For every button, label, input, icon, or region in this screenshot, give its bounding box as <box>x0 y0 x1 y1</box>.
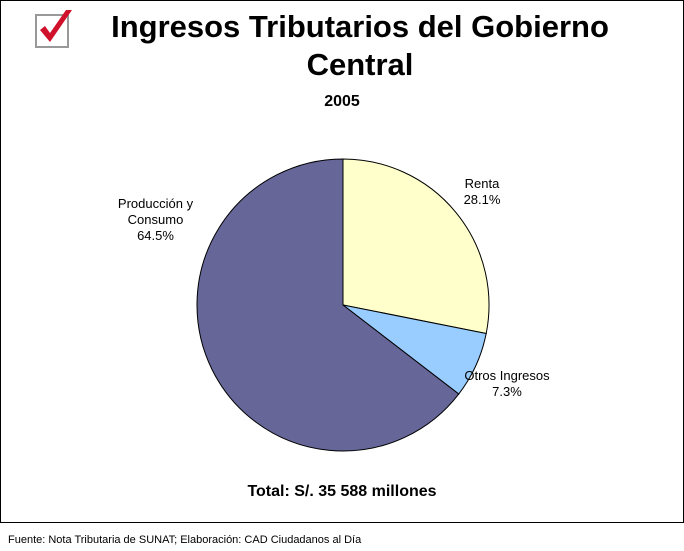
slice-label: Otros Ingresos 7.3% <box>462 368 552 400</box>
chart <box>35 10 490 452</box>
slice-label: Renta 28.1% <box>442 176 522 208</box>
slice-value: 64.5% <box>137 228 174 243</box>
source-note: Fuente: Nota Tributaria de SUNAT; Elabor… <box>8 534 362 546</box>
chart-subtitle: 2005 <box>324 93 360 110</box>
checkbox-icon <box>35 10 72 48</box>
slice-value: 28.1% <box>463 192 501 207</box>
slice-value: 7.3% <box>492 384 522 399</box>
chart-title: Ingresos Tributarios del Gobierno Centra… <box>111 9 609 82</box>
slice-category: Renta <box>464 176 500 191</box>
slice-category: Producción y Consumo <box>117 196 194 227</box>
annotation: Total: S/. 35 588 millones <box>247 483 437 500</box>
pie-slice <box>342 158 490 335</box>
slice-label: Producción y Consumo 64.5% <box>108 196 203 244</box>
slice-category: Otros Ingresos <box>464 368 550 383</box>
pie-slice <box>196 158 460 452</box>
